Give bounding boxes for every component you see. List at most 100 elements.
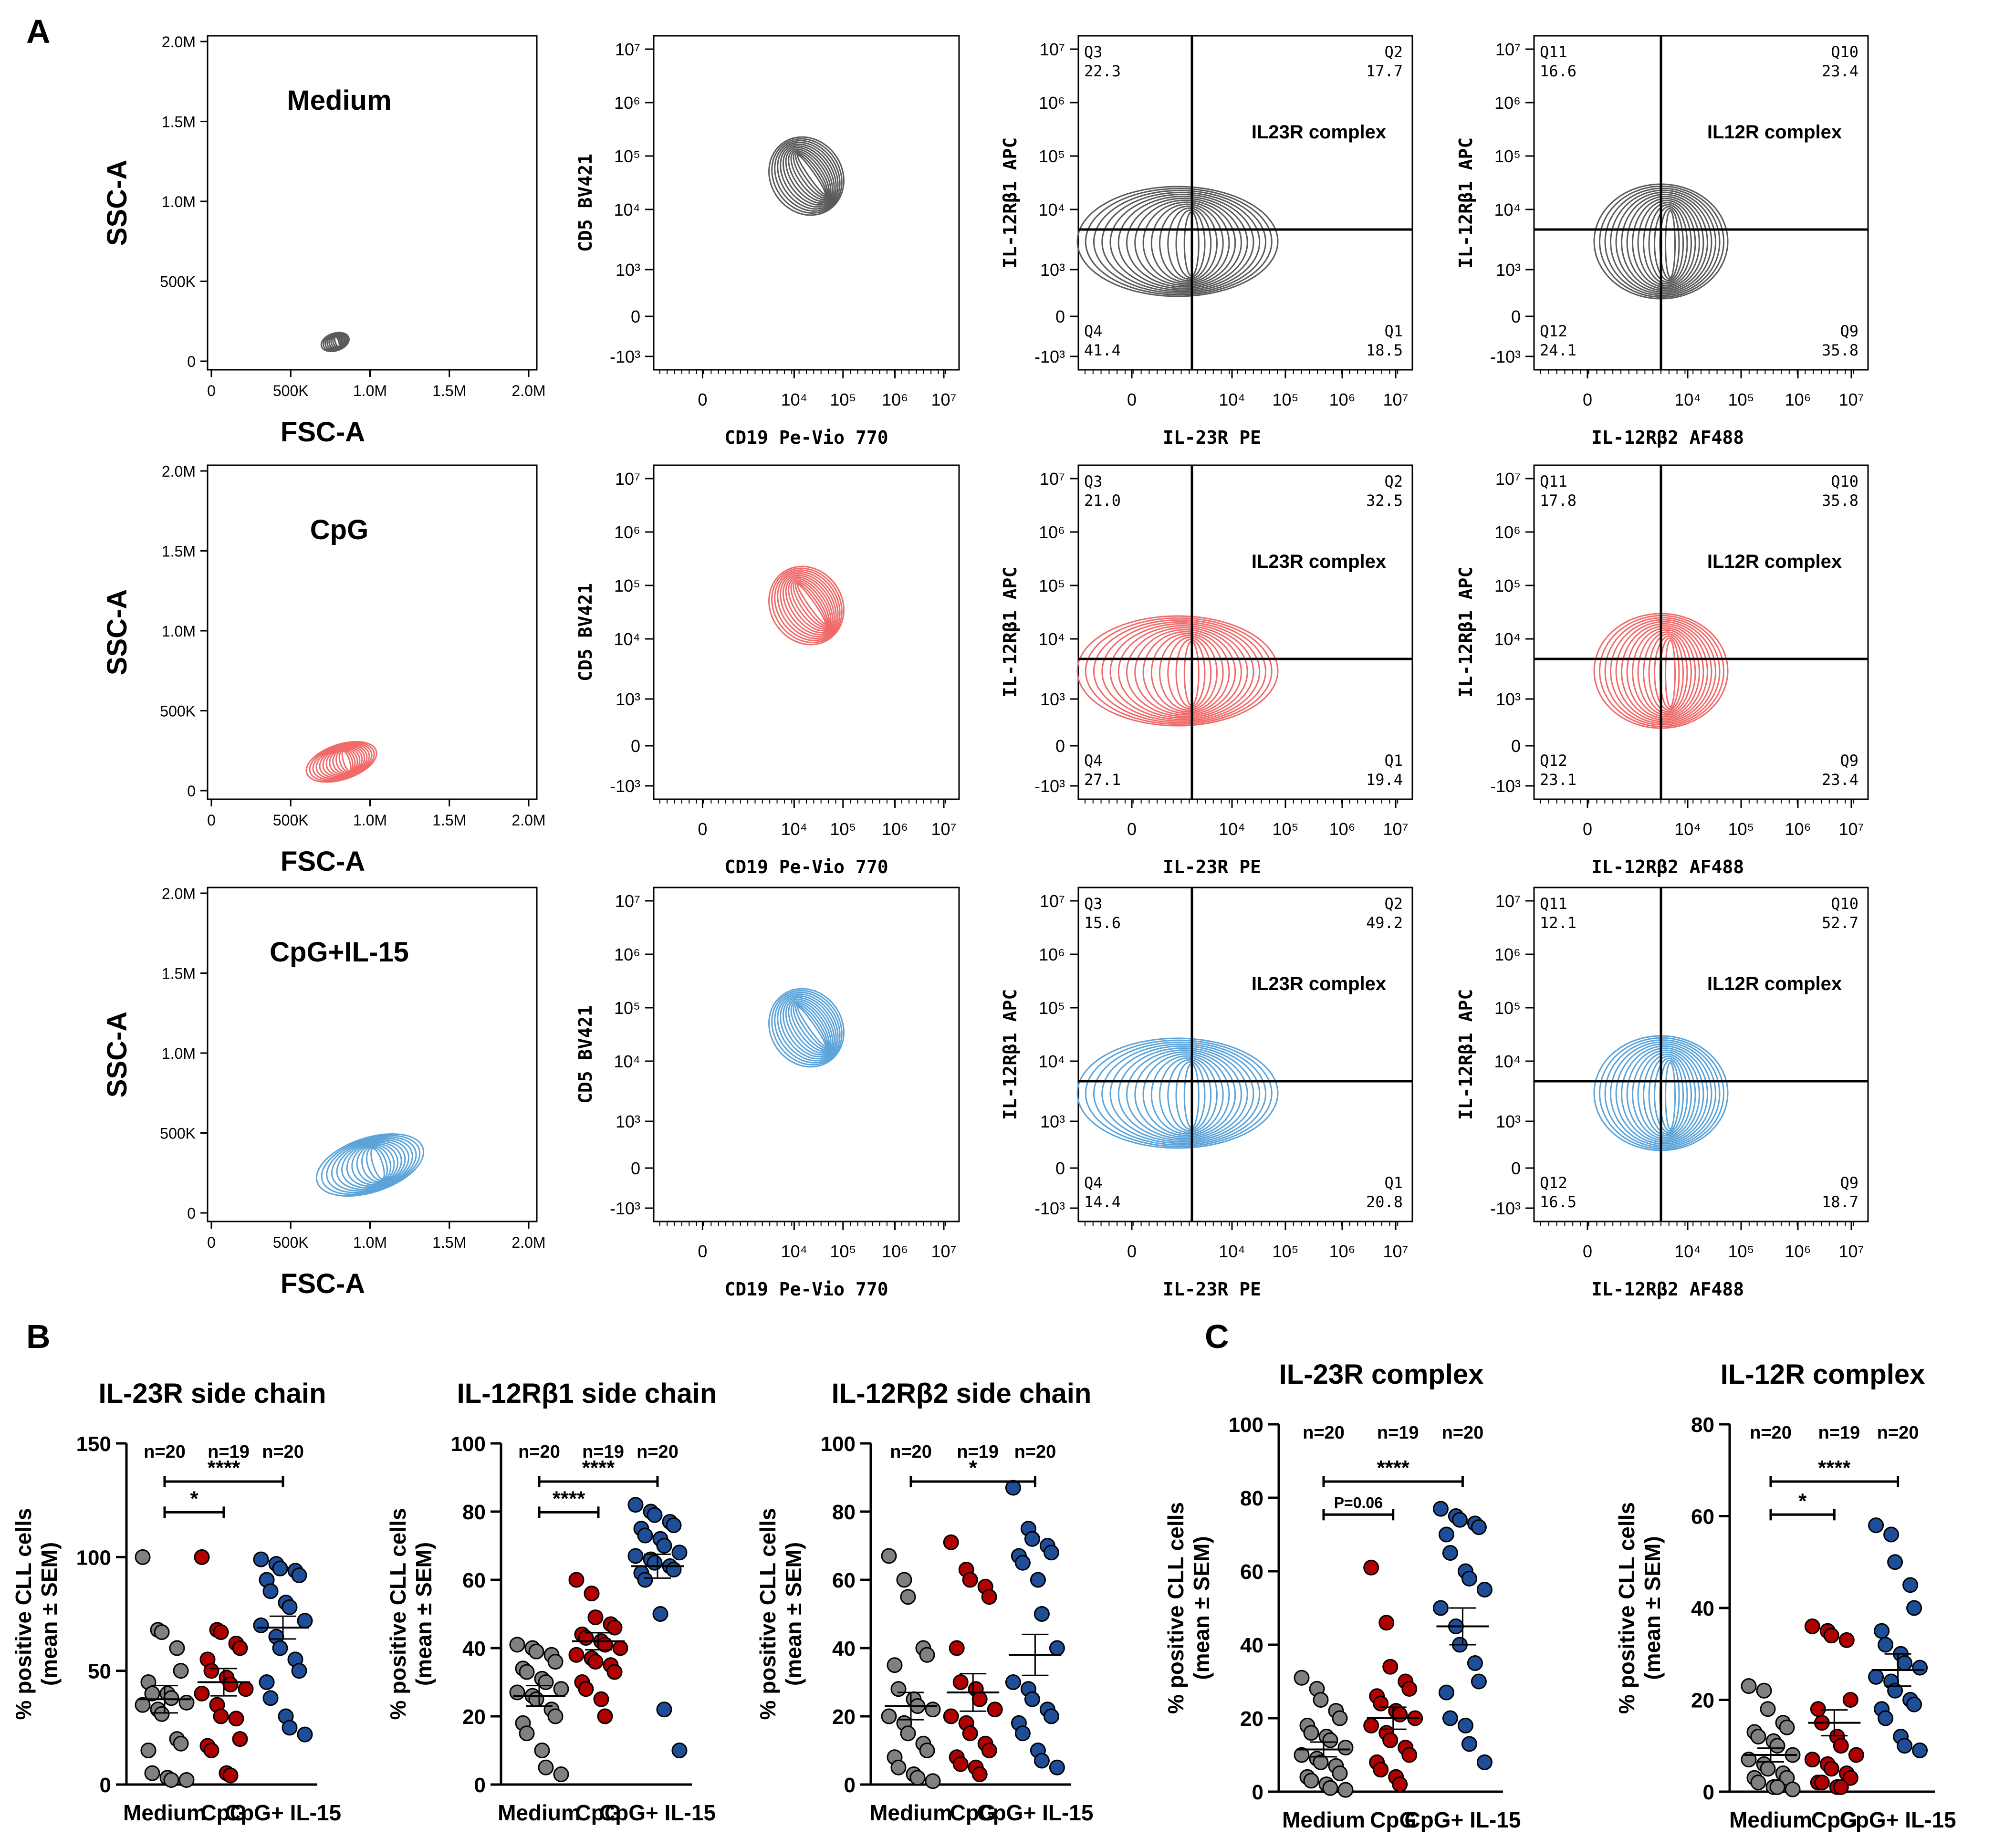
scatter-xlabel-0: FSC-A bbox=[281, 417, 365, 448]
il23r-2-ytick-label-3: 10⁴ bbox=[1038, 1052, 1065, 1071]
cd5-0-xtick-label-4: 10⁷ bbox=[931, 390, 956, 409]
il23r-quadrant-name-0-2: Q4 bbox=[1084, 322, 1103, 340]
dot-point-0-1-14 bbox=[232, 1731, 248, 1747]
cd5-0-ytick-label-2: 10⁵ bbox=[614, 146, 640, 166]
il12r-quadrant-name-0-1: Q10 bbox=[1831, 43, 1858, 61]
dot-point-3-1-14 bbox=[1401, 1747, 1418, 1763]
condition-label-0: Medium bbox=[287, 85, 391, 116]
il23r-2-ytick-label-4: 10³ bbox=[1040, 1112, 1065, 1131]
il23r-frame-1 bbox=[1077, 464, 1413, 800]
cd5-2-ytick-label-2: 10⁵ bbox=[614, 998, 640, 1018]
dot-point-2-1-5 bbox=[949, 1640, 965, 1656]
il23r-1-ytick-label-6: -10³ bbox=[1034, 776, 1065, 796]
cd5-frame-1 bbox=[653, 464, 960, 800]
dot-point-2-2-8 bbox=[1034, 1606, 1050, 1622]
il12r-title-0: IL12R complex bbox=[1707, 122, 1842, 143]
dot-plot-ylabel-line-2-0: % positive CLL cells bbox=[755, 1508, 780, 1720]
scatter-ytick-label-1-2: 1.0M bbox=[162, 623, 196, 640]
dot-point-1-1-1 bbox=[584, 1586, 600, 1602]
il23r-quadrant-name-1-3: Q1 bbox=[1384, 752, 1403, 770]
il12r-1-ytick-label-5: 0 bbox=[1511, 736, 1521, 756]
dot-point-4-1-0 bbox=[1804, 1618, 1820, 1634]
dot-point-2-2-2 bbox=[1024, 1531, 1040, 1547]
cd5-1-contour-10 bbox=[795, 582, 827, 626]
dot-plot-ytick-label-4-4: 80 bbox=[1691, 1413, 1714, 1437]
il12r-0-ytick-label-4: 10³ bbox=[1496, 260, 1521, 280]
cd5-0-ytick-label-5: 0 bbox=[631, 307, 640, 326]
cd5-2-contour-1 bbox=[771, 990, 843, 1066]
cd5-2-contour-2 bbox=[774, 992, 841, 1064]
dot-plot-ytick-label-1-4: 80 bbox=[462, 1501, 486, 1524]
il23r-1-contour-3 bbox=[1101, 621, 1261, 722]
il12r-0-xtick-label-4: 10⁷ bbox=[1838, 390, 1864, 409]
dot-plot-category-1-0: Medium bbox=[498, 1800, 581, 1825]
dot-point-4-1-5 bbox=[1810, 1701, 1826, 1717]
dot-point-2-0-2 bbox=[900, 1589, 916, 1605]
cd5-0-contour-5 bbox=[782, 145, 835, 206]
dot-point-0-0-15 bbox=[140, 1743, 157, 1758]
dot-point-3-1-8 bbox=[1392, 1706, 1408, 1723]
dot-point-2-0-1 bbox=[896, 1572, 912, 1588]
dot-plot-ylabel-line-1-1: (mean ± SEM) bbox=[411, 1542, 436, 1686]
dot-point-3-0-14 bbox=[1332, 1765, 1348, 1781]
dot-plot-ylabel-line-1-0: % positive CLL cells bbox=[386, 1508, 410, 1720]
dot-point-2-1-6 bbox=[952, 1674, 969, 1690]
il12r-quadrant-value-2-2: 16.5 bbox=[1540, 1193, 1576, 1211]
dot-plot-ytick-label-3-3: 60 bbox=[1240, 1560, 1263, 1584]
il23r-0-contour-5 bbox=[1117, 196, 1248, 290]
dot-sig-label-3-1: **** bbox=[1377, 1456, 1409, 1480]
dot-point-2-0-4 bbox=[919, 1647, 935, 1663]
dot-point-0-1-6 bbox=[203, 1663, 219, 1679]
scatter-ytick-label-0-1: 500K bbox=[160, 273, 196, 291]
dot-point-4-0-19 bbox=[1785, 1781, 1801, 1797]
dot-plot-count-2-1: n=19 bbox=[957, 1442, 999, 1462]
il23r-panel-0: 0 10⁴ 10⁵ 10⁶ 10⁷ 10⁷ 10⁶ 10⁵ 10⁴ 10³ 0 -10³ IL23R c… bbox=[1000, 35, 1413, 448]
il12r-xlabel-1: IL-12Rβ2 AF488 bbox=[1591, 856, 1744, 877]
dot-point-1-2-19 bbox=[671, 1743, 688, 1758]
il23r-2-contour-11 bbox=[1167, 1059, 1212, 1132]
scatter-ytick-label-0-2: 1.0M bbox=[162, 193, 196, 210]
il23r-1-ytick-label-4: 10³ bbox=[1040, 689, 1065, 709]
dot-point-1-1-14 bbox=[606, 1664, 623, 1680]
il12r-1-contour-4 bbox=[1615, 621, 1712, 722]
dot-point-3-2-10 bbox=[1432, 1600, 1449, 1616]
il12r-1-ytick-label-6: -10³ bbox=[1490, 776, 1521, 796]
cd5-ylabel-2: CD5 BV421 bbox=[575, 1005, 596, 1104]
il12r-0-contour-9 bbox=[1643, 202, 1692, 285]
il12r-2-ytick-label-2: 10⁵ bbox=[1494, 998, 1521, 1018]
il23r-1-ytick-label-3: 10⁴ bbox=[1038, 629, 1065, 649]
cd5-2-contour-10 bbox=[795, 1004, 827, 1049]
il12r-quadrant-name-1-0: Q11 bbox=[1540, 472, 1567, 491]
il12r-1-ytick-label-2: 10⁵ bbox=[1494, 576, 1521, 595]
cd5-0-contour-10 bbox=[795, 153, 827, 197]
dot-point-1-2-8 bbox=[656, 1538, 672, 1554]
dot-point-3-0-2 bbox=[1313, 1692, 1329, 1708]
il23r-0-contour-1 bbox=[1085, 188, 1273, 296]
dot-point-2-2-18 bbox=[1034, 1753, 1050, 1769]
dot-point-3-1-16 bbox=[1373, 1762, 1389, 1778]
il12r-2-contour-13 bbox=[1665, 1062, 1676, 1130]
cd5-1-contour-7 bbox=[788, 578, 832, 632]
dot-point-1-1-17 bbox=[593, 1691, 609, 1707]
il23r-panel-2: 0 10⁴ 10⁵ 10⁶ 10⁷ 10⁷ 10⁶ 10⁵ 10⁴ 10³ 0 -10³ IL23R c… bbox=[1000, 887, 1413, 1300]
dot-point-2-1-16 bbox=[952, 1756, 969, 1772]
cd5-frame-2 bbox=[653, 887, 960, 1222]
il23r-quadrant-name-2-2: Q4 bbox=[1084, 1174, 1103, 1192]
cd5-xlabel-2: CD19 Pe-Vio 770 bbox=[724, 1279, 888, 1300]
il12r-2-contour-4 bbox=[1615, 1043, 1712, 1145]
dot-plot-ytick-label-2-4: 80 bbox=[832, 1501, 856, 1524]
dot-sig-label-4-0: * bbox=[1798, 1489, 1807, 1513]
il12r-2-ytick-label-1: 10⁶ bbox=[1494, 945, 1521, 964]
dot-plot-category-3-2: CpG+ IL-15 bbox=[1404, 1807, 1521, 1832]
il23r-0-contour-0 bbox=[1076, 186, 1279, 297]
il12r-2-contour-9 bbox=[1643, 1054, 1692, 1137]
scatter-xtick-label-2-0: 0 bbox=[207, 1234, 216, 1251]
il23r-2-contour-2 bbox=[1093, 1041, 1266, 1146]
dot-point-0-2-4 bbox=[291, 1567, 307, 1583]
dot-point-3-1-0 bbox=[1363, 1559, 1379, 1576]
cd5-0-xtick-label-2: 10⁵ bbox=[830, 390, 856, 409]
il12r-quadrant-name-2-1: Q10 bbox=[1831, 895, 1858, 913]
dot-point-3-0-9 bbox=[1337, 1740, 1354, 1756]
scatter-frame-0 bbox=[207, 35, 538, 371]
dot-point-3-2-18 bbox=[1461, 1736, 1477, 1752]
